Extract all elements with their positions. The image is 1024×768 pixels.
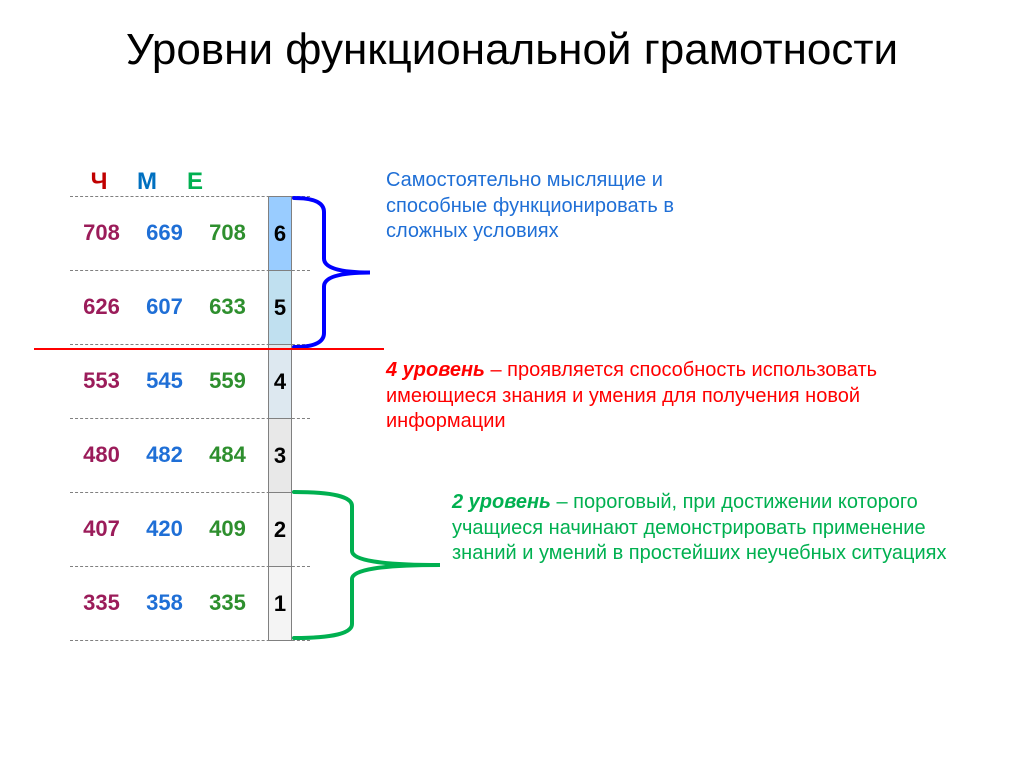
data-cell: 633 xyxy=(196,294,259,320)
column-headers: ЧМЕ xyxy=(84,168,210,196)
data-cell: 545 xyxy=(133,368,196,394)
col-header: Ч xyxy=(84,168,114,196)
data-cell: 482 xyxy=(133,442,196,468)
level-cell: 6 xyxy=(268,196,292,270)
page-title: Уровни функциональной грамотности xyxy=(0,0,1024,77)
blue-brace xyxy=(292,196,372,349)
data-cell: 553 xyxy=(70,368,133,394)
green-brace xyxy=(292,490,442,640)
data-cell: 708 xyxy=(70,220,133,246)
data-cell: 607 xyxy=(133,294,196,320)
green-description: 2 уровень – пороговый, при достижении ко… xyxy=(452,490,972,567)
data-cell: 409 xyxy=(196,516,259,542)
data-cell: 669 xyxy=(133,220,196,246)
data-cell: 420 xyxy=(133,516,196,542)
data-cell: 407 xyxy=(70,516,133,542)
data-cell: 708 xyxy=(196,220,259,246)
data-cell: 358 xyxy=(133,590,196,616)
level-cell: 2 xyxy=(268,492,292,566)
data-cell: 335 xyxy=(70,590,133,616)
col-header: Е xyxy=(180,168,210,196)
level-cell: 3 xyxy=(268,418,292,492)
level-cell: 1 xyxy=(268,566,292,640)
data-cell: 626 xyxy=(70,294,133,320)
level-cell: 4 xyxy=(268,344,292,418)
data-cell: 559 xyxy=(196,368,259,394)
red-description: 4 уровень – проявляется способность испо… xyxy=(386,358,976,435)
col-header: М xyxy=(132,168,162,196)
data-cell: 484 xyxy=(196,442,259,468)
level-cell: 5 xyxy=(268,270,292,344)
data-cell: 335 xyxy=(196,590,259,616)
blue-description: Самостоятельно мыслящие и способные функ… xyxy=(386,168,696,245)
data-cell: 480 xyxy=(70,442,133,468)
red-divider-line xyxy=(34,348,384,350)
